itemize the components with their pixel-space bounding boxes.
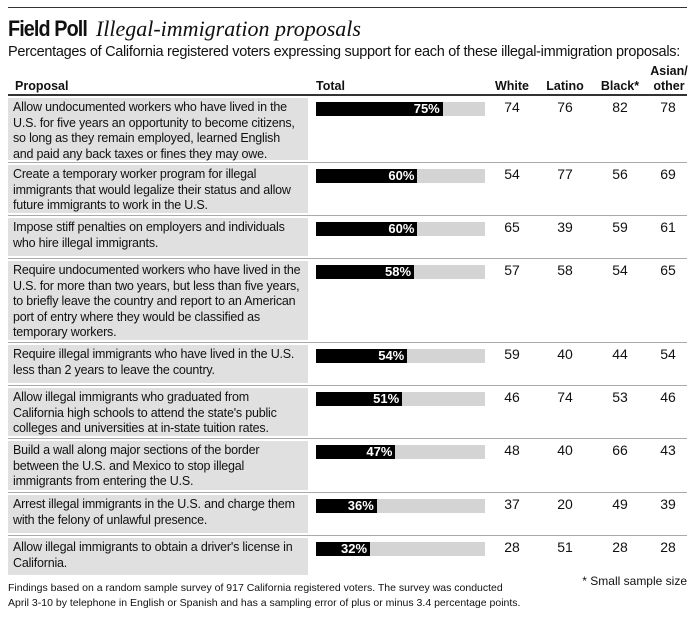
total-bar-track: 32%: [316, 542, 485, 556]
value-asian: 43: [660, 442, 676, 458]
header-black: Black*: [600, 79, 640, 93]
value-white: 46: [504, 389, 520, 405]
total-bar: 51%: [316, 392, 403, 406]
value-latino: 51: [557, 539, 573, 555]
total-bar-track: 54%: [316, 349, 485, 363]
table-row: Build a wall along major sections of the…: [8, 439, 687, 493]
total-bar-track: 47%: [316, 445, 485, 459]
value-latino: 40: [557, 346, 573, 362]
value-asian: 65: [660, 262, 676, 278]
header-asian: Asian/ other: [650, 64, 688, 93]
value-black: 53: [612, 389, 628, 405]
proposal-text: Require undocumented workers who have li…: [8, 261, 308, 340]
total-bar-track: 36%: [316, 499, 485, 513]
total-bar: 60%: [316, 222, 418, 236]
total-bar: 32%: [316, 542, 371, 556]
proposal-text: Allow undocumented workers who have live…: [8, 98, 308, 161]
table-row: Impose stiff penalties on employers and …: [8, 216, 687, 259]
value-black: 82: [612, 99, 628, 115]
value-black: 44: [612, 346, 628, 362]
total-bar: 58%: [316, 265, 415, 279]
total-bar-track: 60%: [316, 222, 485, 236]
header-rule: [8, 94, 687, 96]
value-asian: 46: [660, 389, 676, 405]
value-black: 28: [612, 539, 628, 555]
proposal-text: Require illegal immigrants who have live…: [8, 345, 308, 383]
value-black: 66: [612, 442, 628, 458]
title-main: Field Poll: [8, 16, 88, 41]
value-white: 54: [504, 166, 520, 182]
value-latino: 20: [557, 496, 573, 512]
value-black: 59: [612, 219, 628, 235]
value-black: 49: [612, 496, 628, 512]
value-asian: 54: [660, 346, 676, 362]
table-row: Require undocumented workers who have li…: [8, 259, 687, 343]
proposal-text: Arrest illegal immigrants in the U.S. an…: [8, 495, 308, 533]
total-bar-track: 60%: [316, 169, 485, 183]
header-total: Total: [316, 79, 345, 93]
value-latino: 40: [557, 442, 573, 458]
header-latino: Latino: [546, 79, 584, 93]
value-asian: 28: [660, 539, 676, 555]
value-white: 65: [504, 219, 520, 235]
value-asian: 78: [660, 99, 676, 115]
table-row: Allow undocumented workers who have live…: [8, 96, 687, 163]
table-row: Allow illegal immigrants to obtain a dri…: [8, 536, 687, 577]
footnote-line1: Findings based on a random sample survey…: [8, 582, 503, 594]
footnote: Findings based on a random sample survey…: [8, 581, 520, 611]
total-bar: 75%: [316, 102, 443, 116]
proposal-text: Build a wall along major sections of the…: [8, 441, 308, 490]
title: Field Poll Illegal-immigration proposals: [8, 16, 361, 42]
value-white: 74: [504, 99, 520, 115]
value-white: 48: [504, 442, 520, 458]
table-row: Arrest illegal immigrants in the U.S. an…: [8, 493, 687, 536]
title-italic: Illegal-immigration proposals: [95, 16, 361, 41]
header-proposal: Proposal: [15, 79, 69, 93]
proposal-text: Allow illegal immigrants to obtain a dri…: [8, 538, 308, 575]
total-bar-track: 51%: [316, 392, 485, 406]
value-white: 59: [504, 346, 520, 362]
value-latino: 77: [557, 166, 573, 182]
subtitle: Percentages of California registered vot…: [8, 44, 680, 60]
table-row: Create a temporary worker program for il…: [8, 163, 687, 216]
value-latino: 58: [557, 262, 573, 278]
total-bar: 36%: [316, 499, 377, 513]
value-asian: 61: [660, 219, 676, 235]
table-row: Allow illegal immigrants who graduated f…: [8, 386, 687, 439]
header-white: White: [494, 79, 530, 93]
total-bar-track: 75%: [316, 102, 485, 116]
value-white: 37: [504, 496, 520, 512]
value-black: 54: [612, 262, 628, 278]
value-asian: 39: [660, 496, 676, 512]
table-row: Require illegal immigrants who have live…: [8, 343, 687, 386]
value-asian: 69: [660, 166, 676, 182]
value-latino: 76: [557, 99, 573, 115]
value-white: 57: [504, 262, 520, 278]
proposal-text: Allow illegal immigrants who graduated f…: [8, 388, 308, 436]
sample-note: * Small sample size: [582, 574, 687, 588]
value-black: 56: [612, 166, 628, 182]
top-rule: [8, 7, 687, 8]
total-bar: 47%: [316, 445, 396, 459]
value-latino: 74: [557, 389, 573, 405]
total-bar: 60%: [316, 169, 418, 183]
proposal-text: Create a temporary worker program for il…: [8, 165, 308, 213]
total-bar-track: 58%: [316, 265, 485, 279]
value-latino: 39: [557, 219, 573, 235]
value-white: 28: [504, 539, 520, 555]
proposal-text: Impose stiff penalties on employers and …: [8, 218, 308, 256]
footnote-line2: April 3-10 by telephone in English or Sp…: [8, 597, 521, 609]
total-bar: 54%: [316, 349, 408, 363]
